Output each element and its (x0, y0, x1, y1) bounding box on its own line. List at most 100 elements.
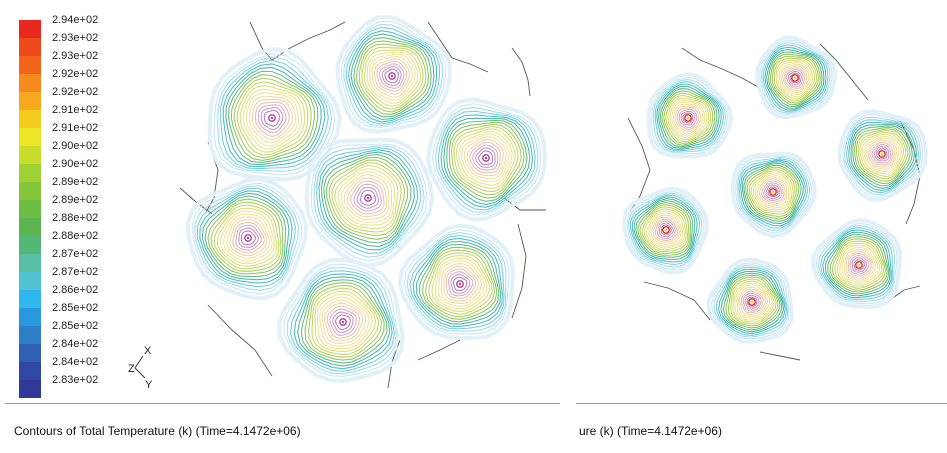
contour-line (851, 257, 868, 273)
contour-line (861, 133, 902, 175)
contour-line (213, 204, 280, 270)
contour-line (283, 263, 399, 377)
contour-line (254, 101, 290, 137)
contour-halo (397, 223, 516, 341)
contour-line (199, 190, 293, 284)
contour-line (403, 229, 510, 335)
legend-swatch (19, 110, 41, 128)
boundary-contour (511, 47, 531, 97)
contour-line (852, 125, 913, 187)
contour-line (371, 55, 413, 98)
contour-halo (621, 186, 709, 275)
legend-label: 2.89e+02 (52, 194, 98, 206)
legend-label: 2.89e+02 (52, 176, 98, 188)
contour-cluster (810, 218, 903, 309)
contour-line (735, 284, 771, 319)
contour-line (415, 240, 502, 325)
contour-line (789, 72, 800, 84)
contour-line (759, 178, 786, 205)
boundary-contour (819, 43, 869, 101)
contour-line (651, 76, 729, 155)
contour-core (664, 228, 668, 232)
contour-line (326, 305, 361, 339)
contour-line (841, 246, 879, 283)
contour-line (300, 279, 388, 364)
contour-line (235, 224, 262, 251)
legend-swatch (19, 362, 41, 380)
legend-swatch (19, 272, 41, 290)
legend-label: 2.93e+02 (52, 50, 98, 62)
contour-core (880, 152, 884, 156)
contour-core (366, 196, 370, 200)
legend-label: 2.94e+02 (52, 14, 98, 26)
contour-line (409, 234, 505, 330)
contour-line (746, 296, 758, 308)
contour-line (652, 216, 680, 244)
contour-line (329, 308, 357, 336)
contour-line (194, 185, 300, 291)
contour-line (871, 143, 892, 164)
contour-line (340, 171, 393, 223)
contour-cluster (185, 176, 308, 301)
contour-line (343, 23, 444, 127)
legend-label: 2.84e+02 (52, 356, 98, 368)
contour-line (369, 53, 416, 101)
contour-line (846, 119, 920, 194)
contour-line (361, 46, 424, 110)
contour-line (682, 112, 694, 124)
boundary-contour (207, 304, 273, 377)
contour-line (720, 270, 785, 333)
contour-line (748, 168, 796, 215)
legend-swatch (19, 236, 41, 254)
contour-line (665, 94, 712, 143)
contour-line (626, 191, 705, 271)
contour-line (196, 187, 296, 288)
legend-label: 2.84e+02 (52, 338, 98, 350)
contour-line (220, 59, 329, 170)
contour-line (819, 227, 894, 300)
contour-line (311, 287, 380, 355)
legend-swatch (19, 200, 41, 218)
contour-line (440, 114, 534, 208)
contour-cluster (730, 151, 817, 239)
contour-line (659, 88, 718, 148)
contour-line (350, 180, 385, 215)
contour-core (793, 76, 797, 80)
contour-core (390, 74, 394, 78)
contour-line (661, 90, 716, 146)
contour-line (337, 168, 396, 226)
contour-line (675, 105, 702, 133)
contour-line (746, 166, 798, 218)
contour-line (737, 156, 811, 232)
contour-line (346, 177, 388, 218)
contour-line (722, 272, 783, 331)
contour-line (735, 155, 813, 234)
contour-line (207, 198, 284, 275)
contour-line (219, 210, 276, 265)
contour-line (841, 113, 924, 197)
contour-line (242, 88, 303, 150)
contour-line (376, 60, 408, 92)
contour-line (635, 200, 694, 258)
contour-line (650, 214, 682, 245)
contour-line (738, 288, 766, 316)
contour-line (314, 290, 377, 352)
contour-line (629, 194, 701, 266)
boundary-contour (759, 351, 801, 361)
contour-cluster (426, 97, 548, 222)
contour-line (308, 284, 383, 358)
legend-swatch (19, 344, 41, 362)
contour-halo (810, 218, 903, 309)
contour-line (780, 63, 810, 94)
contour-line (771, 55, 820, 104)
contour-line (225, 67, 322, 166)
contour-halo (755, 35, 837, 120)
contour-line (446, 119, 528, 202)
contour-line (846, 250, 874, 279)
contour-line (356, 186, 380, 209)
contour-line (328, 159, 406, 237)
contour-line (782, 65, 808, 92)
contour-center (769, 188, 777, 196)
contour-line (656, 83, 722, 151)
triad-x-label: X (144, 345, 152, 357)
